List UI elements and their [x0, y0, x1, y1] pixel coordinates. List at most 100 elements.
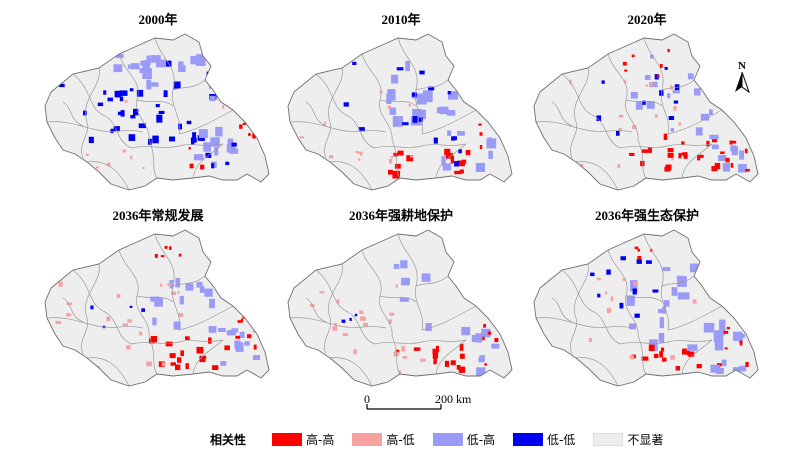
cluster-cell: [402, 356, 408, 359]
cluster-cell: [127, 64, 133, 69]
cluster-cell: [129, 305, 133, 308]
cluster-cell: [170, 362, 176, 366]
county-border: [192, 143, 224, 179]
cluster-cell: [235, 335, 241, 339]
cluster-cell: [738, 337, 743, 343]
cluster-cell: [392, 116, 403, 127]
map-panel-2010: 2010年: [276, 12, 526, 202]
cluster-cell: [146, 79, 152, 90]
cluster-cell: [487, 331, 492, 335]
cluster-cell: [695, 127, 703, 136]
cluster-cell: [180, 350, 184, 357]
cluster-cell: [179, 296, 184, 305]
cluster-cell: [329, 155, 334, 159]
cluster-cell: [730, 145, 737, 152]
cluster-cell: [447, 91, 451, 95]
cluster-cell: [696, 364, 702, 369]
cluster-cell: [408, 103, 411, 107]
cluster-cell: [128, 134, 136, 141]
county-border: [415, 79, 449, 91]
cluster-cell: [677, 292, 690, 300]
county-border: [667, 109, 723, 135]
cluster-cell: [185, 336, 190, 340]
cluster-cell: [435, 345, 439, 353]
cluster-cell: [97, 102, 104, 107]
cluster-cell: [712, 138, 718, 143]
cluster-cell: [469, 268, 475, 274]
cluster-cell: [662, 267, 671, 272]
county-border: [192, 339, 224, 375]
cluster-cell: [152, 317, 157, 326]
county-border: [46, 317, 144, 329]
cluster-cell: [656, 74, 660, 78]
panel-title: 2036年强生态保护: [594, 208, 699, 223]
cluster-cell: [482, 336, 485, 341]
cluster-cell: [156, 59, 166, 68]
cluster-cell: [175, 364, 181, 371]
cluster-cell: [120, 110, 125, 117]
cluster-cell: [745, 362, 749, 367]
county-border: [379, 99, 417, 107]
cluster-cell: [658, 333, 665, 343]
cluster-cell: [175, 278, 181, 288]
county-border: [570, 67, 589, 159]
cluster-cell: [733, 331, 743, 341]
panel-title: 2000年: [138, 12, 178, 27]
cluster-cell: [461, 326, 471, 336]
cluster-cell: [481, 289, 489, 294]
region-outline: [287, 229, 513, 387]
cluster-cell: [618, 128, 622, 132]
cluster-cell: [496, 97, 500, 100]
cluster-cell: [215, 126, 223, 137]
cluster-cell: [360, 153, 363, 156]
county-border: [435, 143, 467, 179]
cluster-cell: [225, 161, 230, 166]
cluster-cell: [245, 286, 250, 290]
county-border: [379, 295, 417, 303]
cluster-cell: [659, 351, 663, 358]
cluster-cell: [55, 320, 61, 324]
cluster-cell: [439, 106, 449, 115]
cluster-cell: [642, 100, 646, 105]
cluster-cell: [659, 64, 663, 68]
cluster-cell: [66, 313, 71, 317]
cluster-cell: [231, 142, 237, 147]
cluster-cell: [649, 81, 658, 88]
cluster-cell: [360, 316, 366, 321]
cluster-cell: [722, 163, 731, 172]
cluster-cell: [604, 291, 608, 295]
legend-swatch: [352, 432, 383, 446]
cluster-cell: [703, 322, 715, 333]
cluster-cell: [650, 54, 654, 59]
cluster-cell: [247, 334, 252, 339]
county-border: [619, 339, 713, 345]
cluster-cell: [702, 270, 711, 277]
cluster-cell: [386, 93, 392, 104]
cluster-cell: [142, 68, 152, 79]
cluster-cell: [332, 326, 338, 331]
cluster-cell: [692, 299, 697, 304]
cluster-cell: [716, 367, 724, 374]
cluster-cell: [446, 110, 456, 116]
cluster-cell: [597, 293, 601, 298]
cluster-cell: [622, 61, 627, 66]
cluster-cell: [738, 164, 747, 173]
cluster-cell: [229, 148, 239, 154]
legend-item-high-low: 高-低: [352, 431, 415, 448]
county-border: [681, 143, 713, 179]
cluster-cell: [253, 344, 257, 350]
cluster-cell: [624, 79, 627, 84]
cluster-cell: [239, 108, 243, 114]
cluster-cell: [667, 48, 670, 53]
county-border: [391, 335, 401, 375]
county-border: [637, 139, 647, 179]
cluster-cell: [396, 67, 404, 71]
cluster-cell: [200, 355, 207, 359]
cluster-cell: [352, 61, 357, 65]
cluster-cell: [85, 153, 89, 156]
county-border: [72, 73, 132, 149]
cluster-cell: [459, 343, 464, 351]
cluster-cell: [169, 246, 172, 250]
cluster-cell: [617, 164, 621, 169]
county-border: [570, 263, 589, 355]
